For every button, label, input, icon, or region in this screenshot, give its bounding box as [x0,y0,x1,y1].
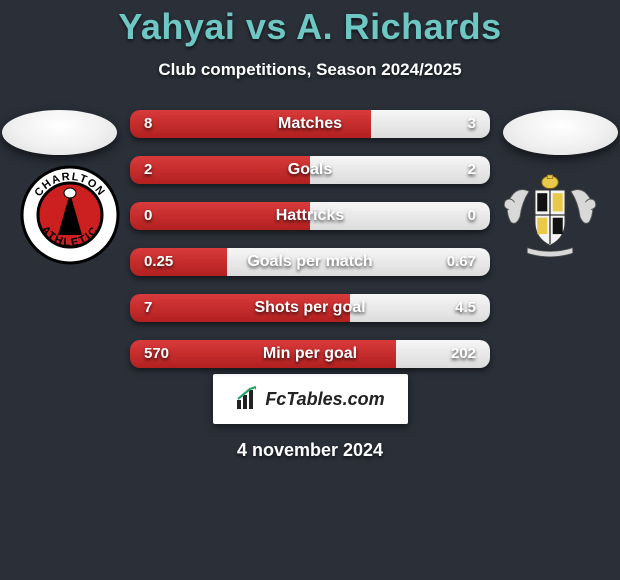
page-subtitle: Club competitions, Season 2024/2025 [0,60,620,80]
heraldic-crest-icon [500,165,600,265]
stat-label: Hattricks [130,202,490,230]
stat-value-right: 4.5 [455,294,476,322]
player-photo-right [503,110,618,155]
stat-value-right: 0.67 [447,248,476,276]
stat-value-right: 202 [451,340,476,368]
fctables-logo-icon [235,386,261,412]
date-label: 4 november 2024 [0,440,620,461]
stat-row: 7Shots per goal4.5 [130,294,490,322]
stat-row: 570Min per goal202 [130,340,490,368]
stat-label: Min per goal [130,340,490,368]
stat-label: Shots per goal [130,294,490,322]
charlton-badge-icon: CHARLTON ATHLETIC [20,165,120,265]
stat-label: Matches [130,110,490,138]
player-photo-left [2,110,117,155]
stat-value-right: 2 [468,156,476,184]
branding-text: FcTables.com [265,389,384,410]
stat-row: 2Goals2 [130,156,490,184]
stat-value-right: 3 [468,110,476,138]
stat-row: 0.25Goals per match0.67 [130,248,490,276]
stat-row: 8Matches3 [130,110,490,138]
club-crest-left: CHARLTON ATHLETIC [20,165,120,265]
stat-label: Goals [130,156,490,184]
club-crest-right [500,165,600,265]
stat-rows: 8Matches3 2Goals2 0Hattricks0 0.25Goals per… [130,110,490,386]
stat-label: Goals per match [130,248,490,276]
stat-value-right: 0 [468,202,476,230]
page-title: Yahyai vs A. Richards [0,0,620,48]
stat-row: 0Hattricks0 [130,202,490,230]
